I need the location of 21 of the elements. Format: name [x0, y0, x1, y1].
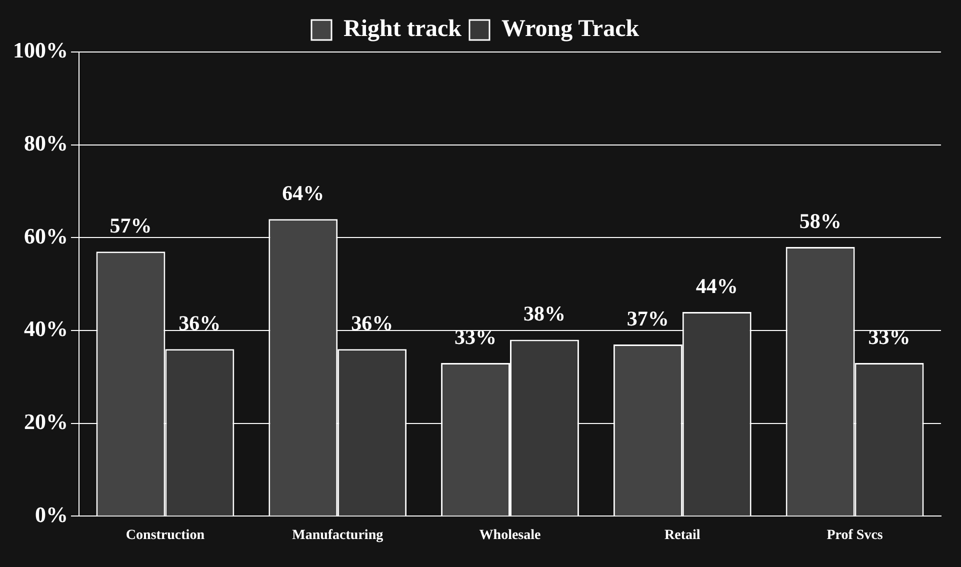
y-tick-label: 40% — [24, 316, 68, 342]
x-tick-label: Construction — [126, 528, 205, 544]
y-tick-label: 100% — [13, 38, 68, 63]
x-tick-label: Manufacturing — [292, 528, 384, 544]
data-label: 44% — [696, 274, 738, 298]
data-label: 37% — [626, 306, 669, 330]
x-tick-label: Prof Svcs — [826, 528, 884, 544]
data-label: 58% — [799, 208, 842, 233]
legend-label: Wrong Track — [501, 16, 640, 42]
x-tick-label: Retail — [664, 528, 700, 544]
data-label: 57% — [110, 214, 152, 238]
legend-label: Right track — [344, 16, 462, 42]
data-label: 64% — [282, 181, 324, 206]
data-label: 38% — [523, 302, 566, 326]
y-tick-label: 20% — [24, 409, 68, 434]
y-tick-label: 60% — [24, 223, 68, 248]
y-tick-label: 80% — [24, 130, 68, 156]
y-tick-label: 0% — [35, 502, 68, 527]
x-tick-label: Wholesale — [479, 528, 541, 544]
data-label: 36% — [178, 311, 221, 336]
data-label: 36% — [351, 311, 394, 336]
